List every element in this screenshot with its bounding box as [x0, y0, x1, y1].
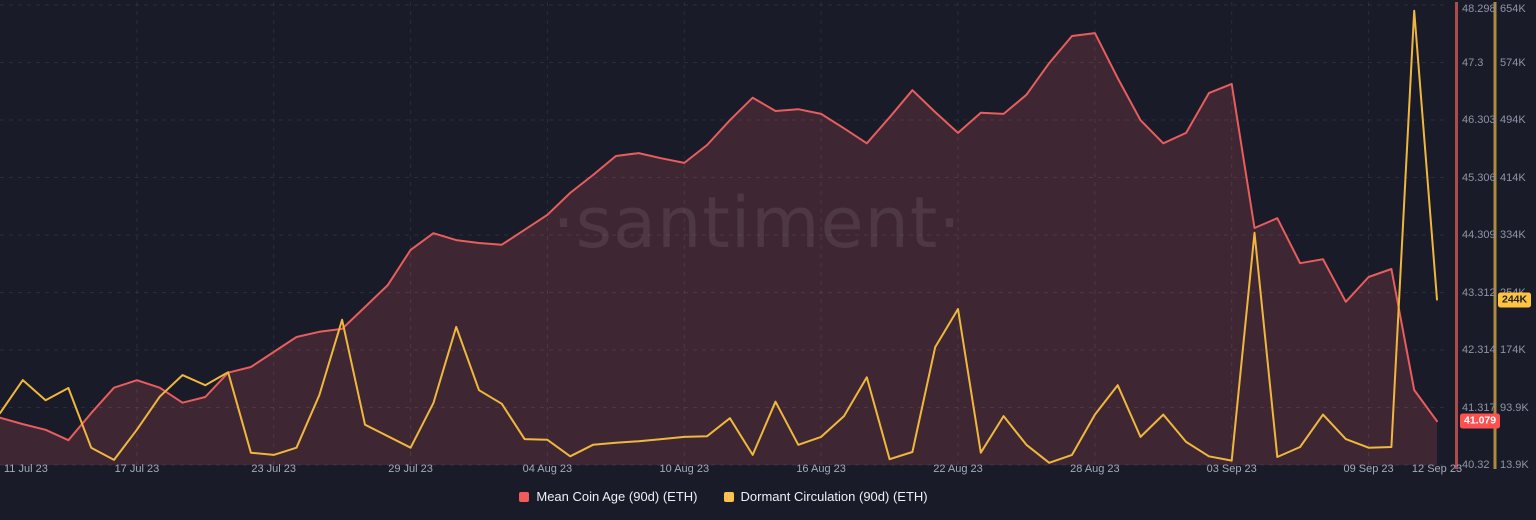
x-axis-tick-label: 23 Jul 23 [251, 463, 297, 475]
x-axis-tick-label: 09 Sep 23 [1343, 463, 1394, 475]
legend-label-dormant-circulation: Dormant Circulation (90d) (ETH) [740, 489, 928, 504]
yellow-axis-tick-label: 13.9K [1500, 459, 1529, 471]
legend-label-mean-coin-age: Mean Coin Age (90d) (ETH) [536, 489, 698, 504]
dormant-circulation-swatch-icon [723, 491, 734, 502]
legend-item-mean-coin-age[interactable]: Mean Coin Age (90d) (ETH) [519, 489, 698, 504]
dormant-circulation-value-badge: 244K [1498, 292, 1532, 308]
x-axis-tick-label: 22 Aug 23 [933, 463, 983, 475]
santiment-watermark: ·santiment· [552, 182, 961, 264]
x-axis-tick-label: 10 Aug 23 [659, 463, 710, 475]
x-axis-tick-label: 11 Jul 23 [4, 463, 48, 475]
series-lines [0, 9, 1438, 464]
x-axis-tick-label: 04 Aug 23 [522, 463, 573, 475]
x-axis-tick-label: 03 Sep 23 [1206, 463, 1257, 475]
x-axis-tick-label: 29 Jul 23 [388, 463, 433, 475]
yellow-axis-tick-label: 494K [1500, 114, 1526, 126]
red-axis-tick-label: 43.312 [1462, 286, 1496, 299]
red-axis-tick-label: 47.3 [1462, 56, 1484, 69]
red-axis-tick-label: 41.317 [1462, 401, 1496, 414]
yellow-axis-tick-label: 93.9K [1500, 401, 1529, 414]
x-axis-tick-label: 17 Jul 23 [114, 463, 160, 475]
x-axis-tick-label: 28 Aug 23 [1070, 463, 1120, 475]
red-axis-tick-label: 45.306 [1462, 171, 1496, 184]
mean-coin-age-swatch-icon [519, 491, 530, 502]
x-axis-tick-label: 12 Sep 23 [1411, 463, 1463, 475]
x-axis-tick-label: 16 Aug 23 [796, 463, 846, 475]
red-axis-tick-label: 48.298 [1462, 3, 1496, 15]
yellow-axis-tick-label: 414K [1500, 171, 1526, 184]
red-axis-tick-label: 42.314 [1462, 344, 1496, 356]
red-axis-tick-label: 44.309 [1462, 229, 1496, 241]
gridlines [0, 2, 1449, 466]
chart-legend: Mean Coin Age (90d) (ETH) Dormant Circul… [0, 489, 1447, 504]
yellow-axis-tick-label: 334K [1500, 229, 1526, 241]
red-axis-tick-label: 40.32 [1462, 459, 1490, 471]
red-axis-tick-label: 46.303 [1462, 114, 1496, 126]
yellow-axis-tick-label: 174K [1500, 343, 1526, 356]
yellow-axis-tick-label: 574K [1500, 56, 1526, 69]
axis-lines [1455, 2, 1497, 469]
mean-coin-age-value-badge: 41.079 [1460, 413, 1501, 429]
legend-item-dormant-circulation[interactable]: Dormant Circulation (90d) (ETH) [723, 489, 928, 504]
yellow-axis-tick-label: 654K [1500, 3, 1526, 15]
mean-coin-age-area-fill [0, 33, 1437, 465]
